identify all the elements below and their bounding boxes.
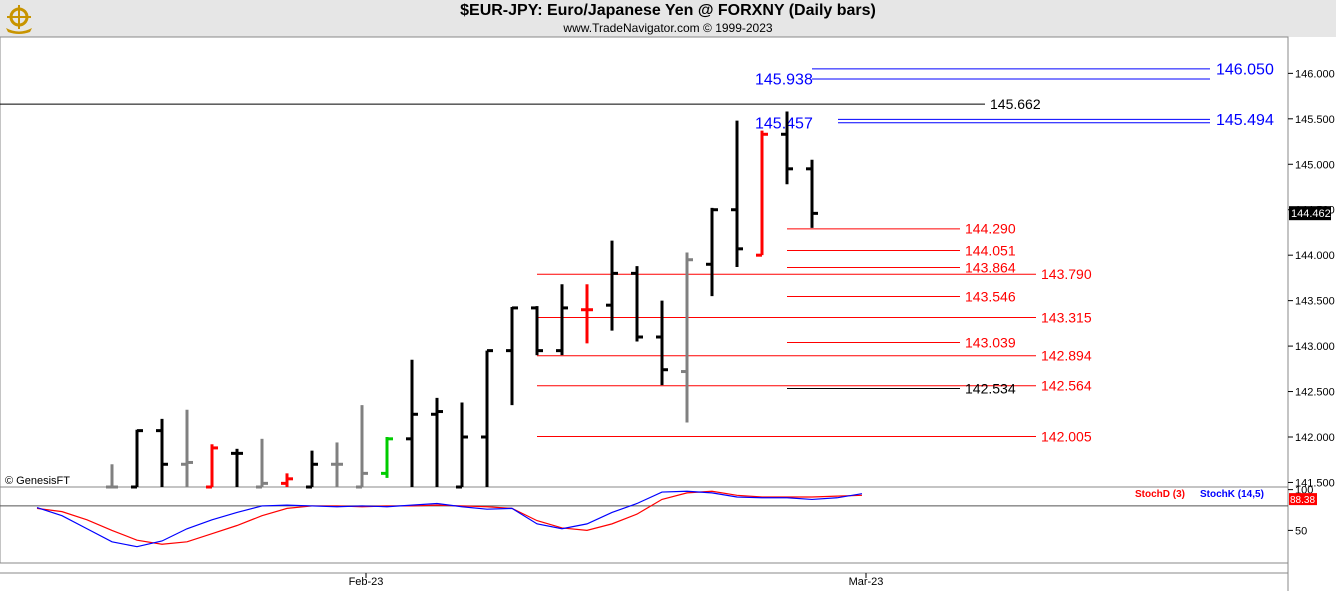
level-label: 143.546: [965, 288, 1016, 304]
watermark: © GenesisFT: [5, 475, 70, 487]
stoch-tick-label: 50: [1295, 525, 1307, 537]
price-tick-label: 145.000: [1295, 159, 1335, 171]
stoch-legend-entry: StochD (3): [1135, 489, 1185, 500]
level-label: 143.790: [1041, 266, 1092, 282]
stoch-last-label: 88.38: [1290, 495, 1315, 506]
price-levels: 146.050 145.938 145.662 145.494 145.457 144.2…: [0, 61, 1274, 444]
chart-title: $EUR-JPY: Euro/Japanese Yen @ FORXNY (Da…: [460, 2, 876, 19]
level-label: 145.938: [755, 72, 813, 89]
level-label: 142.894: [1041, 348, 1092, 364]
time-tick-label: Feb-23: [349, 576, 384, 588]
level-label: 143.315: [1041, 309, 1092, 325]
price-tick-label: 143.000: [1295, 341, 1335, 353]
stoch-series-line: [36, 490, 863, 545]
price-tick-label: 143.500: [1295, 296, 1335, 308]
level-label: 143.864: [965, 259, 1016, 275]
stoch-last-tag: [1289, 493, 1317, 506]
ohlc-bars: [106, 111, 818, 489]
chart-subtitle: www.TradeNavigator.com © 1999-2023: [563, 21, 773, 35]
level-label: 145.494: [1216, 112, 1274, 129]
level-label: 144.290: [965, 221, 1016, 237]
level-label: 142.564: [1041, 378, 1092, 394]
time-axis: Feb-23 Mar-23: [349, 573, 884, 588]
price-tick-label: 146.000: [1295, 68, 1335, 80]
price-tick-label: 141.500: [1295, 477, 1335, 489]
price-tick-label: 142.500: [1295, 387, 1335, 399]
price-tick-label: 144.000: [1295, 250, 1335, 262]
time-tick-label: Mar-23: [849, 576, 884, 588]
last-price-label: 144.462: [1291, 208, 1331, 220]
last-price-tag: [1289, 206, 1331, 221]
level-label: 146.050: [1216, 61, 1274, 78]
chart-header: [0, 0, 1336, 37]
stoch-series-line: [36, 490, 863, 548]
stochastic-panel-frame: [0, 486, 1289, 564]
price-tick-label: 142.000: [1295, 432, 1335, 444]
level-label: 145.457: [755, 115, 813, 132]
stoch-legend-entry: StochK (14,5): [1200, 489, 1264, 500]
price-tick-label: 145.500: [1295, 114, 1335, 126]
level-label: 144.051: [965, 242, 1016, 258]
price-axis: 141.500 142.000 142.500 143.000 143.500 144.0…: [1288, 68, 1335, 489]
ship-wheel-icon: [6, 5, 32, 34]
level-label: 145.662: [990, 96, 1041, 112]
level-label: 142.005: [1041, 428, 1092, 444]
level-label: 143.039: [965, 334, 1016, 350]
level-label: 142.534: [965, 380, 1016, 396]
